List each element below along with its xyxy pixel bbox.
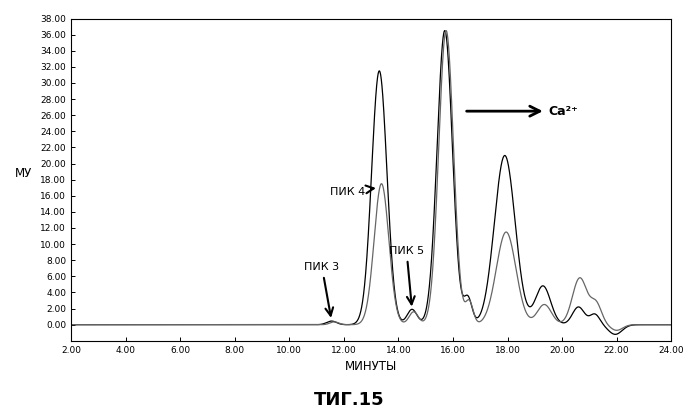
Text: Ca²⁺: Ca²⁺ [467, 104, 578, 118]
Text: ΤИГ.15: ΤИГ.15 [314, 391, 385, 409]
Text: ПИК 3: ПИК 3 [305, 262, 340, 316]
Text: ПИК 4: ПИК 4 [330, 185, 374, 197]
Text: ПИК 5: ПИК 5 [389, 246, 424, 304]
X-axis label: МИНУТЫ: МИНУТЫ [345, 360, 397, 373]
Y-axis label: МУ: МУ [15, 167, 32, 180]
